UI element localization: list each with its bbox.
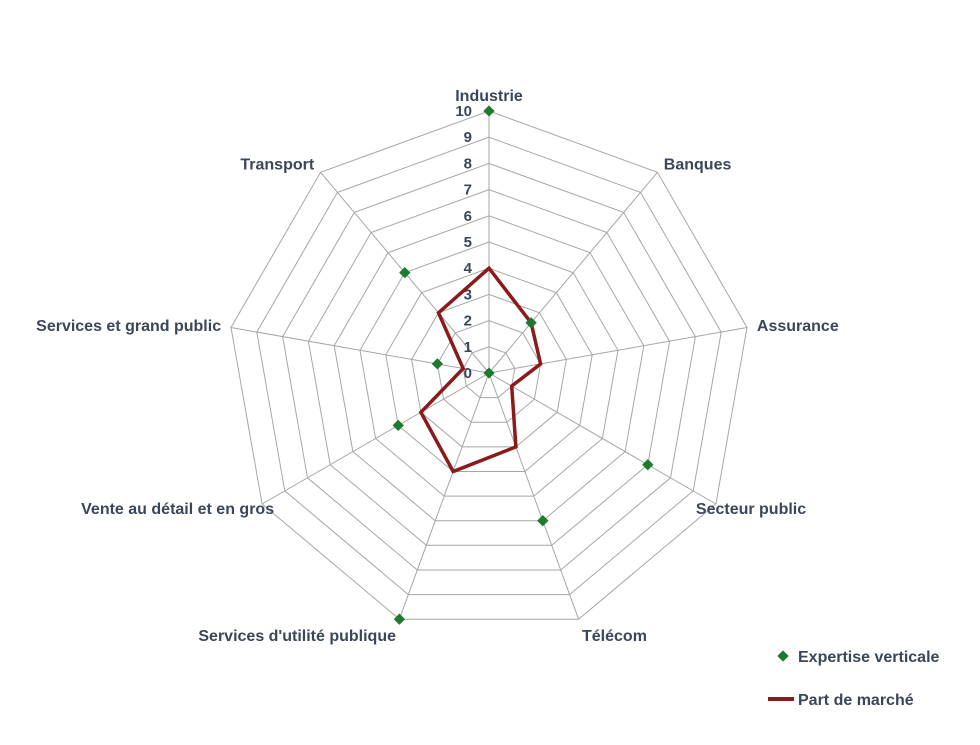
grid-ring-7 (307, 189, 671, 546)
spoke-1 (488, 171, 658, 374)
category-label-2: Assurance (757, 318, 839, 335)
tick-label-5: 5 (464, 234, 472, 251)
grid-ring-3 (411, 293, 567, 448)
grid-ring-5 (359, 241, 619, 497)
marker-expertise-8 (399, 266, 411, 279)
legend-label-expertise: Expertise verticale (798, 649, 940, 666)
tick-label-6: 6 (464, 208, 472, 225)
grid-ring-2 (436, 320, 542, 423)
series-line-part-de-marche (418, 265, 543, 474)
tick-label-4: 4 (464, 260, 473, 277)
grid-ring-8 (282, 162, 696, 571)
marker-expertise-6 (392, 419, 404, 432)
category-label-4: Télécom (582, 628, 647, 645)
category-label-5: Services d'utilité publique (198, 628, 396, 645)
grid-ring-4 (385, 267, 593, 472)
legend-item-expertise: Expertise verticale (777, 649, 940, 666)
series-layer (392, 105, 654, 625)
grid-ring-1 (462, 346, 516, 399)
tick-label-8: 8 (464, 155, 472, 172)
radar-grid (230, 110, 748, 620)
marker-expertise-0 (483, 105, 495, 117)
legend-item-part-de-marche: Part de marché (768, 692, 914, 709)
tick-label-2: 2 (464, 313, 472, 330)
category-label-0: Industrie (455, 88, 523, 105)
marker-expertise-1 (525, 317, 537, 329)
grid-ring-6 (333, 215, 645, 522)
category-label-1: Banques (664, 157, 732, 174)
legend-label-part-de-marche: Part de marché (798, 692, 914, 709)
category-label-3: Secteur public (696, 501, 806, 518)
spoke-3 (488, 372, 717, 505)
grid-ring-9 (256, 136, 722, 596)
spoke-5 (398, 372, 490, 620)
category-label-7: Services et grand public (36, 318, 221, 335)
spoke-2 (488, 327, 748, 374)
tick-label-1: 1 (464, 339, 472, 356)
tick-label-3: 3 (464, 286, 472, 303)
radar-spokes (230, 111, 748, 620)
marker-expertise-5 (393, 613, 406, 625)
marker-expertise-3 (642, 459, 654, 471)
spoke-7 (230, 327, 490, 374)
spoke-4 (488, 372, 580, 620)
tick-label-9: 9 (464, 129, 472, 146)
category-labels: Industrie Banques Assurance Secteur public T… (36, 88, 839, 645)
marker-expertise-2 (483, 367, 495, 379)
tick-label-10: 10 (455, 103, 472, 120)
category-label-8: Transport (240, 157, 314, 174)
spoke-6 (261, 372, 490, 505)
tick-label-0: 0 (464, 365, 472, 382)
category-label-6: Vente au détail et en gros (81, 501, 274, 518)
marker-expertise-7 (431, 358, 444, 370)
legend-marker-diamond (777, 650, 789, 662)
legend: Expertise verticale Part de marché (768, 649, 940, 709)
grid-ring-10 (230, 110, 748, 620)
tick-label-7: 7 (464, 182, 472, 199)
radial-tick-labels: 0 1 2 3 4 5 6 7 8 9 10 (455, 103, 472, 382)
marker-expertise-4 (537, 515, 549, 527)
